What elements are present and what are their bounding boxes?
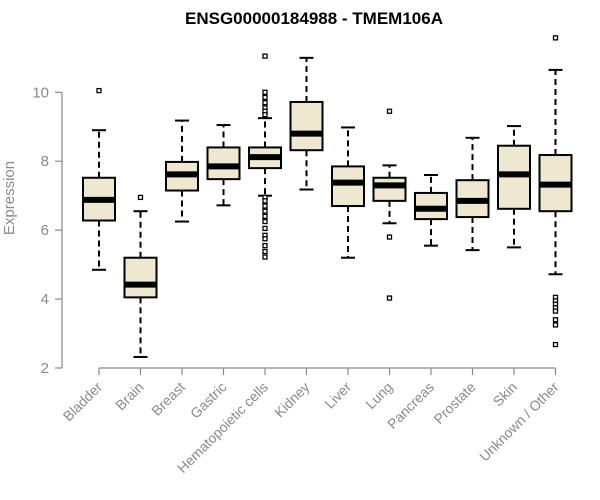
box	[206, 146, 241, 181]
box-group	[165, 119, 199, 223]
x-tick-label: Prostate	[430, 379, 478, 427]
outlier-point	[137, 194, 144, 201]
outlier-point	[386, 108, 393, 114]
box-group	[538, 35, 573, 348]
x-tick-label: Brain	[112, 379, 146, 413]
boxes	[82, 35, 573, 358]
x-tick-label: Skin	[490, 379, 521, 410]
box-group	[331, 126, 365, 259]
box	[289, 100, 324, 152]
y-tick-label: 2	[41, 360, 49, 377]
outlier-point	[262, 254, 268, 260]
box-group	[123, 194, 158, 358]
outlier-point	[96, 87, 102, 94]
outlier-point	[262, 218, 268, 225]
y-axis-label: Expression	[1, 161, 18, 235]
box-group	[82, 87, 116, 271]
outlier-point	[386, 234, 393, 240]
box-group	[455, 136, 490, 252]
x-tick-label: Bladder	[60, 379, 106, 425]
box-group	[372, 108, 407, 301]
outlier-point	[262, 243, 268, 249]
outlier-point	[552, 35, 559, 41]
outlier-point	[262, 99, 268, 106]
box	[331, 165, 365, 208]
y-tick-label: 10	[32, 84, 49, 101]
outlier-point	[262, 53, 268, 59]
chart-title: ENSG00000184988 - TMEM106A	[185, 9, 443, 28]
x-tick-label: Lung	[362, 379, 395, 412]
y-tick-label: 4	[41, 291, 49, 308]
outlier-point	[262, 94, 268, 101]
outlier-point	[262, 208, 268, 214]
y-tick-label: 6	[41, 222, 49, 239]
box-group	[206, 124, 241, 207]
box	[372, 176, 407, 202]
outlier-point	[262, 236, 268, 242]
outlier-point	[262, 198, 268, 204]
x-tick-label: Kidney	[271, 379, 313, 421]
box-group	[414, 174, 448, 247]
outlier-point	[386, 295, 393, 301]
outlier-point	[552, 308, 559, 314]
box	[123, 256, 158, 299]
outlier-point	[262, 225, 268, 232]
x-tick-label: Liver	[321, 379, 354, 412]
outlier-point	[262, 213, 268, 220]
outlier-point	[552, 322, 559, 328]
box-group	[248, 53, 282, 260]
y-tick-label: 8	[41, 153, 49, 170]
outlier-point	[262, 203, 268, 209]
outlier-point	[262, 89, 268, 95]
axes: 2 4 6 8 10	[32, 84, 557, 377]
outlier-point	[552, 317, 559, 323]
box-group	[289, 56, 324, 191]
box-group	[497, 125, 531, 249]
outlier-point	[262, 248, 268, 255]
outlier-point	[262, 112, 268, 118]
x-tick-label: Breast	[148, 379, 188, 419]
x-tick-label: Unknown / Other	[476, 379, 562, 465]
outlier-point	[552, 341, 559, 348]
